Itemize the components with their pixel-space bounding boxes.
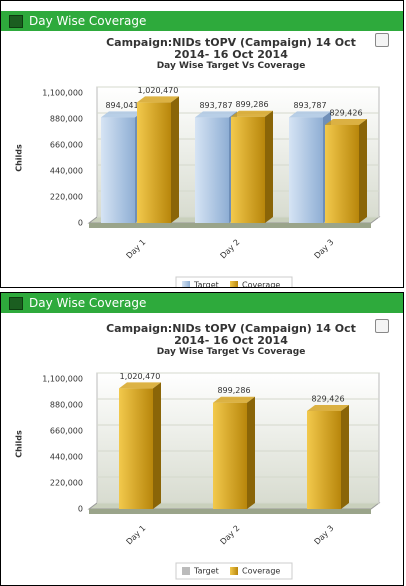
export-button[interactable] (375, 319, 389, 333)
legend-item[interactable]: Coverage (230, 567, 280, 576)
chart-title: Campaign:NIDs tOPV (Campaign) 14 Oct 201… (106, 322, 356, 347)
value-label: 899,286 (217, 386, 250, 395)
bar-top (231, 110, 273, 117)
y-tick-label: 440,000 (50, 167, 83, 176)
chart: Childs 0 220,000 440,000 660,000 880,000 1,100… (15, 86, 381, 288)
value-label: 829,426 (311, 394, 344, 403)
bar (325, 118, 367, 223)
bar-top (195, 111, 237, 118)
bar-side (247, 396, 255, 509)
panel: Day Wise Coverage Campaign:NIDs tOPV (Cam… (0, 0, 404, 288)
bar-top (307, 404, 349, 411)
value-label: 894,041 (105, 101, 138, 110)
bar-front (119, 388, 153, 509)
bar (231, 110, 273, 223)
bar-front (213, 402, 247, 509)
y-tick-label: 220,000 (50, 479, 83, 488)
legend-icon (182, 567, 190, 575)
bar-front (289, 117, 323, 223)
x-tick-label: Day 1 (125, 524, 148, 547)
plot-floor-edge (89, 223, 371, 228)
bar-top (213, 396, 255, 403)
panel: Day Wise Coverage Campaign:NIDs tOPV (Cam… (0, 292, 404, 586)
x-tick-label: Day 2 (219, 524, 242, 547)
legend-item[interactable]: Coverage (230, 281, 280, 288)
bar-top (325, 118, 367, 125)
bar-front (101, 117, 135, 223)
chart: Childs 0 220,000 440,000 660,000 880,000 1,100… (15, 372, 381, 580)
y-tick-label: 1,100,000 (42, 89, 83, 98)
y-tick-label: 0 (78, 219, 83, 228)
chart-subtitle: Day Wise Target Vs Coverage (156, 347, 306, 357)
legend-icon (182, 281, 190, 287)
panel-header: Day Wise Coverage (1, 11, 403, 31)
bar-side (341, 404, 349, 509)
y-axis-label: Childs (15, 430, 24, 458)
legend-icon (230, 567, 238, 575)
legend-icon (230, 281, 238, 287)
value-label: 899,286 (235, 100, 268, 109)
plot-floor-edge (89, 509, 371, 514)
panel-header: Day Wise Coverage (1, 293, 403, 313)
value-label: 1,020,470 (138, 86, 179, 95)
legend-item[interactable]: Target (182, 567, 219, 576)
export-button[interactable] (375, 33, 389, 47)
x-tick-label: Day 1 (125, 238, 148, 261)
y-tick-label: 1,100,000 (42, 375, 83, 384)
chart-subtitle: Day Wise Target Vs Coverage (156, 61, 306, 71)
bar-side (153, 382, 161, 509)
y-tick-label: 440,000 (50, 453, 83, 462)
bar-front (325, 124, 359, 223)
legend-item[interactable]: Target (182, 281, 219, 288)
header-icon (9, 15, 23, 28)
y-tick-label: 660,000 (50, 141, 83, 150)
x-tick-label: Day 2 (219, 238, 242, 261)
bar-top (119, 382, 161, 389)
bar-side (171, 96, 179, 223)
legend-label: Coverage (242, 567, 280, 576)
y-tick-label: 0 (78, 505, 83, 514)
bar-front (231, 116, 265, 223)
value-label: 893,787 (199, 101, 232, 110)
bar (307, 404, 349, 509)
bar-front (307, 410, 341, 509)
legend-label: Coverage (242, 281, 280, 288)
bar-side (265, 110, 273, 223)
chart-title: Campaign:NIDs tOPV (Campaign) 14 Oct 201… (106, 36, 356, 61)
bar-top (137, 96, 179, 103)
y-tick-label: 880,000 (50, 401, 83, 410)
legend-label: Target (193, 281, 219, 288)
bar (289, 111, 331, 223)
bar-front (137, 102, 171, 223)
legend-label: Target (193, 567, 219, 576)
bar (101, 111, 143, 223)
bar (137, 96, 179, 223)
value-label: 1,020,470 (120, 372, 161, 381)
bar-top (289, 111, 331, 118)
header-icon (9, 297, 23, 310)
x-tick-label: Day 3 (313, 238, 336, 261)
bar (195, 111, 237, 223)
bar (213, 396, 255, 509)
y-tick-label: 880,000 (50, 115, 83, 124)
y-tick-label: 220,000 (50, 193, 83, 202)
bar (119, 382, 161, 509)
y-axis-label: Childs (15, 144, 24, 172)
bar-front (195, 117, 229, 223)
value-label: 893,787 (293, 101, 326, 110)
bar-side (359, 118, 367, 223)
bar-top (101, 111, 143, 118)
y-tick-label: 660,000 (50, 427, 83, 436)
value-label: 829,426 (329, 108, 362, 117)
x-tick-label: Day 3 (313, 524, 336, 547)
